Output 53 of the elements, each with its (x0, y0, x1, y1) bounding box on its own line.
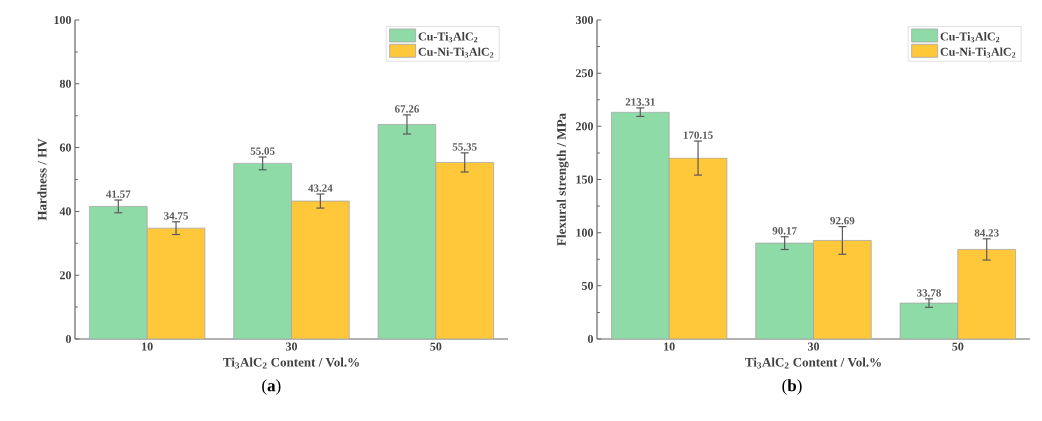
y-tick-label: 40 (59, 207, 72, 216)
text: (b) (782, 379, 802, 395)
x-tick-label: 50 (430, 342, 442, 351)
bar (755, 242, 814, 339)
bar (668, 157, 728, 339)
bar (957, 249, 1016, 339)
data-label: 55.05 (250, 147, 275, 155)
bar (611, 111, 670, 339)
data-label: 34.75 (164, 212, 189, 220)
y-tick-label: 250 (575, 69, 594, 78)
data-label: 55.35 (452, 143, 477, 151)
y-tick-label: 60 (59, 143, 72, 152)
data-label: 90.17 (772, 227, 797, 235)
data-label: 170.15 (683, 131, 713, 139)
bar (291, 200, 350, 339)
data-label: 43.24 (308, 184, 333, 192)
y-tick-label: 150 (576, 175, 594, 184)
y-tick-label: 300 (575, 15, 594, 25)
x-tick-label: 50 (952, 342, 964, 351)
bar (89, 205, 148, 339)
text: (a) (262, 379, 281, 395)
bar (377, 124, 437, 339)
x-tick-label: 10 (142, 342, 153, 351)
legend-label: Cu-Ni-Ti$_{3}$AlC$_{2}$ (418, 47, 494, 58)
bar (435, 162, 494, 339)
data-label: 92.69 (830, 216, 855, 225)
bar (146, 227, 206, 339)
y-axis-title: Hardness / HV (37, 138, 47, 221)
bar (233, 162, 292, 339)
y-tick-label: 200 (575, 122, 594, 131)
y-tick-label: 0 (587, 334, 594, 344)
data-label: 213.31 (625, 98, 655, 106)
x-axis-title: Ti$_{3}$AlC$_{2}$ Content / Vol.% (223, 357, 359, 369)
data-label: 84.23 (974, 229, 999, 237)
data-label: 41.57 (106, 190, 131, 198)
x-tick-label: 30 (807, 342, 820, 351)
data-label: 67.26 (394, 105, 420, 113)
y-tick-label: 100 (54, 15, 72, 25)
y-tick-label: 20 (59, 271, 72, 280)
bar (813, 240, 872, 339)
data-label: 33.78 (917, 289, 941, 297)
legend-label: Cu-Ti$_{3}$AlC$_{2}$ (418, 32, 478, 43)
legend-label: Cu-Ni-Ti$_{3}$AlC$_{2}$ (940, 47, 1016, 58)
y-tick-label: 100 (576, 228, 594, 237)
x-tick-label: 30 (285, 342, 298, 351)
y-tick-label: 0 (65, 334, 72, 344)
x-tick-label: 10 (664, 342, 675, 351)
x-axis-title: Ti$_{3}$AlC$_{2}$ Content / Vol.% (745, 357, 881, 369)
bar (899, 302, 959, 339)
y-tick-label: 80 (59, 79, 72, 88)
y-axis-title: Flexural strength / MPa (556, 113, 569, 246)
legend-label: Cu-Ti$_{3}$AlC$_{2}$ (940, 32, 1000, 43)
y-tick-label: 50 (581, 281, 594, 290)
